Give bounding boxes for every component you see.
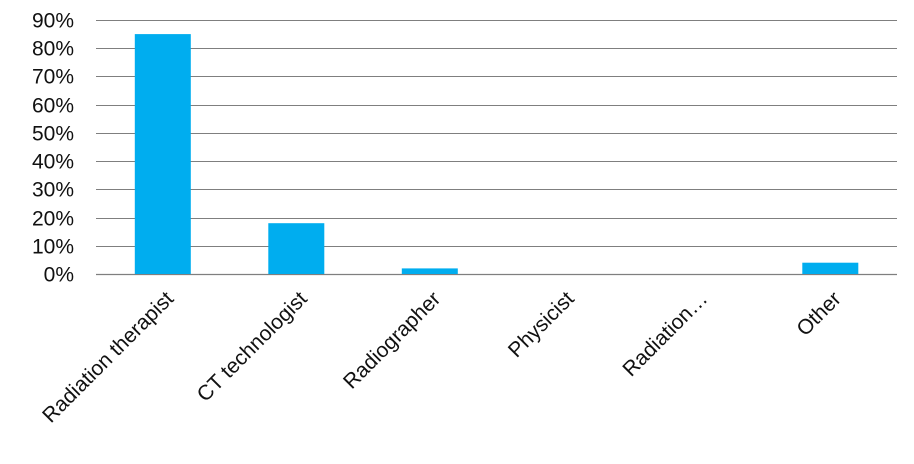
- x-tick-label: Other: [792, 287, 845, 340]
- bar: [268, 223, 325, 274]
- y-tick-label: 10%: [32, 236, 74, 259]
- y-tick-label: 70%: [32, 66, 74, 89]
- x-tick-label: Physicist: [504, 287, 579, 362]
- x-axis-labels: Radiation therapist CT technologist Radiog…: [38, 287, 846, 427]
- y-tick-label: 50%: [32, 123, 74, 146]
- y-axis-ticks: 0% 10% 20% 30% 40% 50% 60% 70% 80% 90%: [32, 10, 74, 287]
- y-tick-label: 30%: [32, 179, 74, 202]
- bar: [401, 268, 458, 274]
- grid-layer: [96, 20, 897, 276]
- bar: [134, 34, 191, 274]
- x-tick-label: Radiation…: [618, 287, 712, 381]
- x-tick-label: Radiographer: [339, 287, 445, 393]
- x-tick-label: CT technologist: [193, 287, 312, 406]
- x-tick-label: Radiation therapist: [38, 287, 178, 427]
- bars: [134, 34, 859, 274]
- y-tick-label: 60%: [32, 95, 74, 118]
- y-tick-label: 40%: [32, 151, 74, 174]
- y-tick-label: 0%: [44, 264, 74, 287]
- y-tick-label: 80%: [32, 38, 74, 61]
- y-tick-label: 20%: [32, 208, 74, 231]
- y-tick-label: 90%: [32, 10, 74, 33]
- bar: [802, 262, 859, 274]
